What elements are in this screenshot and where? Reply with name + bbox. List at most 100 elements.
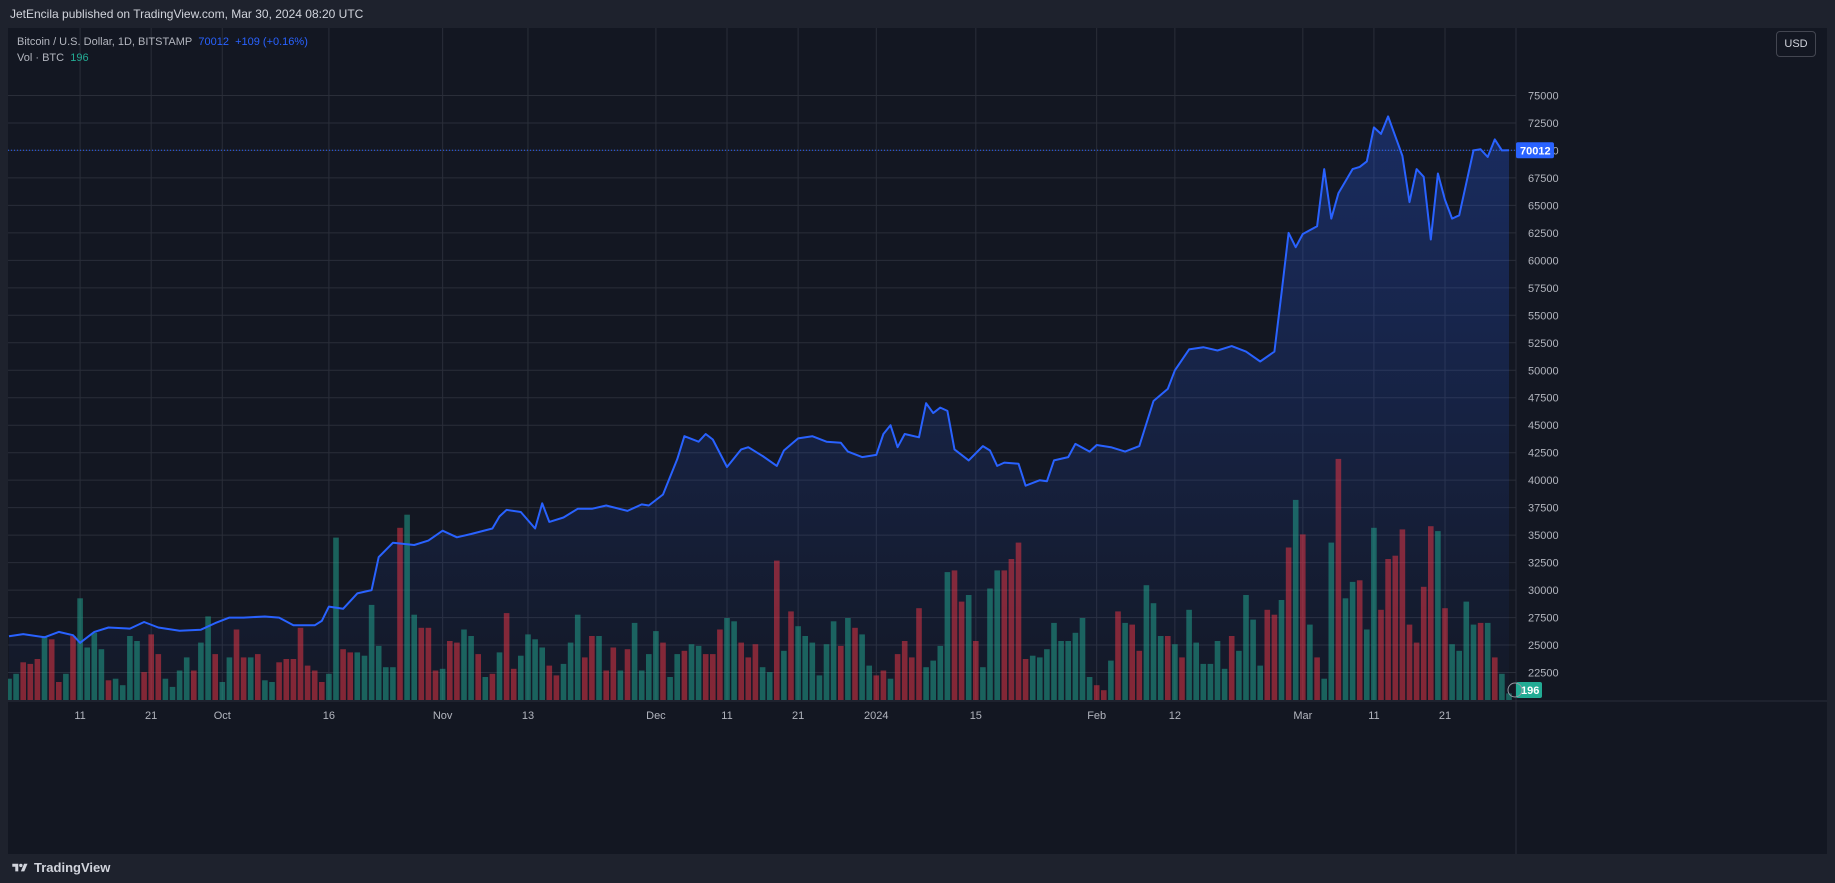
time-tick-label: Oct	[214, 710, 231, 722]
volume-bar	[1349, 581, 1356, 700]
volume-bar	[510, 668, 517, 700]
volume-bar	[397, 527, 403, 700]
time-tick-label: 11	[1368, 710, 1379, 722]
volume-bar	[873, 675, 880, 700]
volume-bar	[226, 657, 233, 700]
volume-bar	[1428, 526, 1434, 700]
volume-bar	[311, 670, 318, 700]
volume-bar	[1200, 663, 1207, 700]
volume-bar	[646, 654, 652, 700]
last-price-label: 70012	[1520, 145, 1551, 157]
time-tick-label: 15	[970, 710, 982, 722]
price-tick-label: 35000	[1528, 530, 1559, 542]
volume-bar	[1207, 663, 1214, 700]
volume-bar	[219, 682, 226, 700]
tradingview-logo-icon[interactable]	[10, 862, 30, 874]
volume-bar	[816, 675, 823, 700]
price-tick-label: 55000	[1528, 310, 1559, 322]
tradingview-brand[interactable]: TradingView	[34, 860, 111, 875]
volume-bar	[482, 677, 489, 700]
time-tick-label: 11	[721, 710, 732, 722]
volume-bar	[333, 537, 339, 700]
volume-bar	[1029, 655, 1036, 700]
volume-bar	[375, 645, 382, 700]
volume-bar	[141, 672, 147, 700]
volume-bar	[27, 663, 34, 700]
publish-header: JetEncila published on TradingView.com, …	[0, 0, 1835, 28]
volume-bar	[1172, 644, 1178, 700]
volume-bar	[1228, 636, 1235, 700]
volume-bar	[205, 616, 211, 700]
volume-bar	[1385, 559, 1391, 700]
volume-bar	[283, 659, 290, 700]
price-tick-label: 25000	[1528, 640, 1559, 652]
volume-bar	[34, 659, 41, 700]
volume-bar	[233, 629, 240, 700]
volume-bar	[617, 670, 624, 700]
volume-bar	[368, 604, 375, 700]
volume-bar	[937, 645, 944, 700]
volume-bar	[1470, 624, 1477, 700]
time-tick-label: 11	[74, 710, 85, 722]
footer: TradingView	[0, 854, 1835, 883]
volume-bar	[361, 655, 368, 700]
time-tick-label: 16	[323, 710, 335, 722]
volume-bar	[1093, 685, 1100, 700]
price-chart-svg[interactable]: 22500 25000 27500 30000 32500 35000 37500 40000…	[8, 28, 1827, 854]
volume-bar	[454, 642, 460, 700]
volume-bar	[326, 673, 332, 700]
last-value: 70012	[198, 36, 229, 48]
price-change: +109 (+0.16%)	[235, 36, 308, 48]
volume-bar	[1356, 580, 1363, 700]
volume-bar	[169, 686, 176, 700]
volume-bar	[631, 622, 638, 700]
volume-bar	[134, 641, 140, 700]
volume-bar	[603, 670, 609, 700]
volume-bar	[1477, 622, 1484, 700]
volume-bar	[91, 632, 98, 700]
currency-button[interactable]: USD	[1776, 31, 1816, 57]
volume-bar	[745, 657, 752, 700]
volume-bar	[731, 621, 737, 700]
volume-bar	[660, 642, 666, 700]
time-tick-label: 12	[1169, 710, 1181, 722]
volume-bar	[823, 644, 830, 700]
time-axis: 11 21 Oct 16 Nov 13 Dec 11 21 2024 15 Feb 12 Mar 11 21	[8, 700, 1827, 722]
volume-bar	[198, 642, 204, 700]
volume-bar	[1214, 641, 1221, 700]
volume-bar	[1406, 624, 1413, 700]
time-tick-label: 2024	[864, 710, 888, 722]
price-tick-label: 50000	[1528, 365, 1559, 377]
volume-bar	[802, 636, 808, 700]
volume-bar	[1321, 678, 1327, 700]
volume-bar	[240, 657, 247, 700]
symbol-legend[interactable]: Bitcoin / U.S. Dollar, 1D, BITSTAMP 7001…	[17, 34, 308, 50]
price-tick-label: 67500	[1528, 173, 1559, 185]
price-tick-label: 42500	[1528, 448, 1559, 460]
price-tick-label: 32500	[1528, 558, 1559, 570]
price-tick-label: 72500	[1528, 118, 1559, 130]
chart-frame[interactable]: 22500 25000 27500 30000 32500 35000 37500 40000…	[8, 28, 1827, 854]
volume-bar	[546, 665, 553, 700]
price-tick-label: 47500	[1528, 393, 1559, 405]
volume-bar	[404, 514, 410, 700]
volume-legend[interactable]: Vol · BTC 196	[17, 50, 308, 66]
volume-bar	[105, 680, 112, 700]
volume-dot	[1507, 682, 1523, 698]
volume-bar	[1413, 642, 1420, 700]
volume-bar	[8, 678, 12, 700]
volume-bar	[1157, 636, 1164, 700]
volume-bar	[1335, 458, 1342, 700]
volume-bar	[1392, 555, 1399, 700]
time-tick-label: Dec	[646, 710, 666, 722]
volume-bar	[866, 665, 872, 700]
volume-bar	[425, 627, 432, 700]
volume-bar	[944, 572, 951, 700]
chart-legend: Bitcoin / U.S. Dollar, 1D, BITSTAMP 7001…	[17, 34, 308, 66]
volume-bar	[567, 642, 574, 700]
volume-bar	[702, 654, 709, 700]
volume-bar	[1115, 611, 1121, 700]
volume-bar	[255, 654, 261, 700]
volume-bar	[276, 662, 282, 700]
volume-bar	[759, 667, 766, 700]
